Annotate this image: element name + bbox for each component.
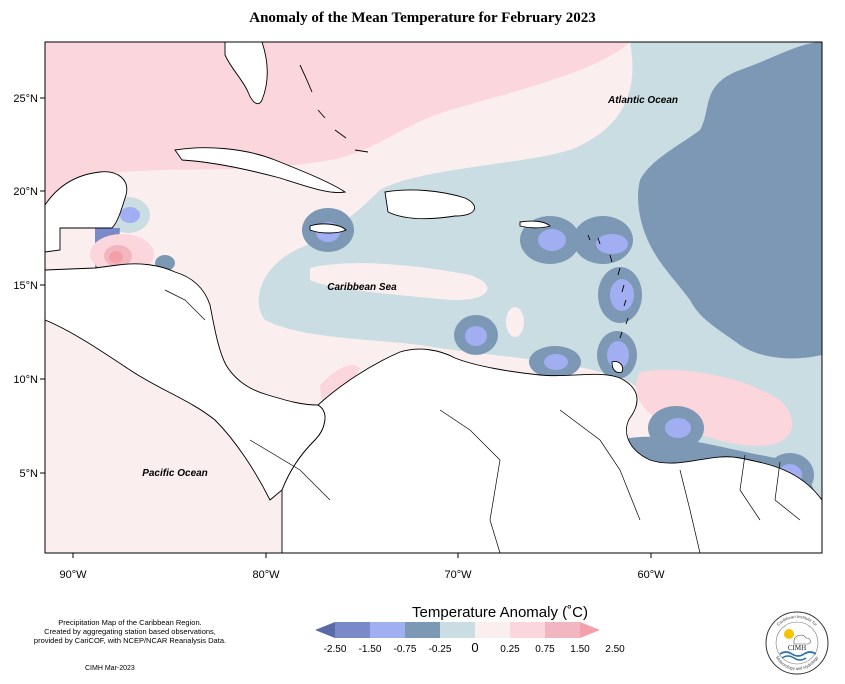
credits-line: Created by aggregating station based obs… [44,627,216,636]
temperature-anomaly-map: 90°W 80°W 70°W 60°W 25°N 20°N 15°N 10°N … [13,41,823,581]
legend-tick-label: 0 [471,640,478,655]
legend-tick-label: 2.50 [605,644,625,655]
legend-tick-label: -2.50 [324,644,347,655]
y-tick-label: 10°N [13,374,38,386]
legend-swatch [475,622,510,638]
y-axis-labels: 25°N 20°N 15°N 10°N 5°N [13,93,38,480]
legend-swatch [510,622,545,638]
credits-date: CIMH Mar-2023 [85,665,135,672]
x-tick-label: 90°W [59,569,87,581]
cold-blob-guyana [648,406,704,450]
credits-line: provided by CariCOF, with NCEP/NCAR Rean… [33,636,227,645]
land-puerto-rico [519,220,551,229]
land-lesser-antilles [587,234,629,339]
legend-tick-label: 0.25 [500,644,520,655]
negative-anomaly-east [638,42,822,359]
land-bahamas [299,64,369,153]
credits-line: Precipitation Map of the Caribbean Regio… [58,618,202,627]
legend-swatch [545,622,580,638]
legend-swatch [440,622,475,638]
land-florida [224,42,268,105]
y-tick-label: 15°N [13,280,38,292]
coastlines [45,42,822,553]
land-south-america [281,348,822,553]
legend-tick-label: 1.50 [570,644,590,655]
legend-swatch [405,622,440,638]
wave-icon [779,651,817,657]
legend-tick-label: 0.75 [535,644,555,655]
land-yucatan [45,171,128,253]
land-cuba [174,147,347,194]
land-jamaica [309,223,347,234]
atlantic-ocean-label: Atlantic Ocean [607,95,678,106]
y-tick-label: 20°N [13,186,38,198]
cold-blob-aruba [454,315,498,355]
axis-ticks [40,97,652,558]
legend-tick-label: -0.75 [394,644,417,655]
map-frame [44,41,823,554]
color-legend: -2.50 -1.50 -0.75 -0.25 0 0.25 0.75 1.50 2.50 [315,622,625,655]
legend-arrow-high [580,622,600,638]
legend-title: Temperature Anomaly (˚C) [412,604,588,621]
y-tick-label: 5°N [20,468,39,480]
legend-swatch [370,622,405,638]
pacific-ocean-label: Pacific Ocean [142,468,208,479]
legend-tick-label: -1.50 [359,644,382,655]
cold-blob-trinidad [597,331,637,379]
legend-swatch [335,622,370,638]
legend-arrow-low [315,622,335,638]
x-tick-label: 70°W [444,569,472,581]
logo-acronym: CIMH [788,644,806,652]
land-hispaniola [384,189,475,220]
legend-tick-label: -0.25 [429,644,452,655]
map-title: Anomaly of the Mean Temperature for Febr… [249,10,596,26]
sun-icon [784,629,794,639]
map-credits: Precipitation Map of the Caribbean Regio… [10,618,250,645]
borders [164,289,801,553]
cold-blob-margarita [529,346,581,378]
cold-blob-leewards [573,216,633,264]
cold-blob-windwards [598,267,642,323]
positive-anomaly-north [45,42,630,205]
x-axis-labels: 90°W 80°W 70°W 60°W [59,569,665,581]
y-tick-label: 25°N [13,93,38,105]
x-tick-label: 60°W [637,569,665,581]
cloud-icon [793,634,811,645]
caribbean-sea-label: Caribbean Sea [327,282,397,293]
x-tick-label: 80°W [252,569,280,581]
cimh-logo: CIMH Caribbean Institute for Meteorology… [765,611,829,675]
land-trinidad [611,361,624,373]
